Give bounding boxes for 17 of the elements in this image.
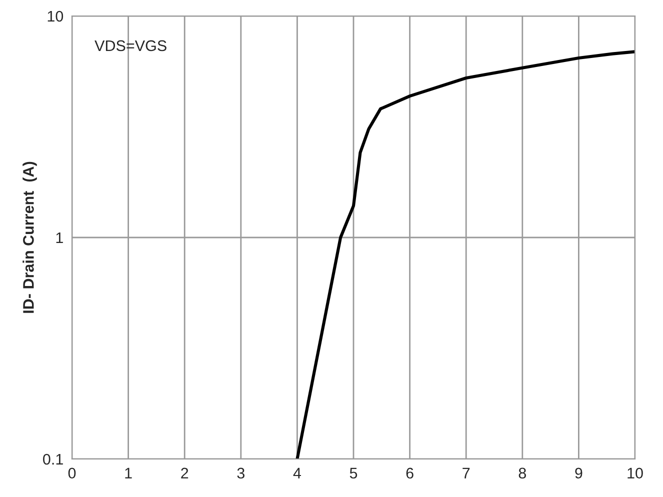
x-tick-label: 9 (575, 468, 582, 479)
y-axis-title: ID- Drain Current (A) (22, 162, 37, 313)
x-tick-label: 3 (237, 468, 244, 479)
x-tick-label: 4 (293, 468, 301, 478)
x-tick-label: 0 (68, 468, 76, 479)
line-series (296, 50, 635, 459)
y-tick-label: 10 (48, 10, 64, 22)
x-tick-label: 6 (406, 468, 414, 479)
x-tick-label: 5 (350, 468, 358, 479)
x-tick-label: 8 (518, 468, 526, 479)
x-tick-label: 1 (125, 468, 132, 478)
x-tick-label: 10 (628, 468, 643, 479)
annotation: VDS=VGS (94, 40, 166, 52)
x-tick-label: 7 (462, 468, 470, 478)
y-tick-label: 0.1 (43, 454, 63, 465)
x-tick-label: 2 (181, 468, 188, 478)
y-tick-label: 1 (56, 232, 63, 244)
